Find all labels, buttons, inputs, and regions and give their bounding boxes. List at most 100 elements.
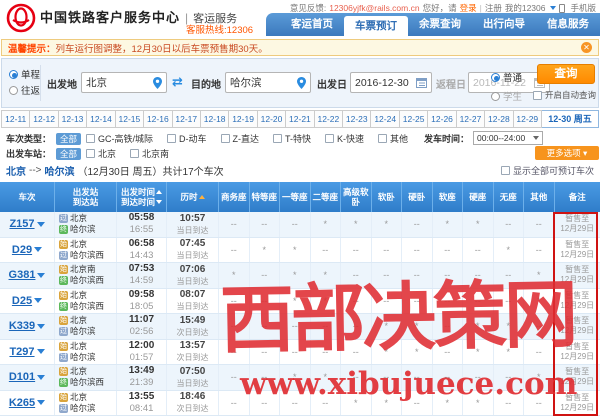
date-tab[interactable]: 12-24 xyxy=(371,110,400,128)
passenger-student-radio[interactable]: 学生 xyxy=(491,88,522,107)
separator: | xyxy=(479,3,482,13)
seat-availability: -- xyxy=(250,390,280,415)
nav-info-service[interactable]: 信息服务 xyxy=(547,18,589,30)
train-link[interactable]: Z157 xyxy=(9,218,35,231)
expand-icon[interactable] xyxy=(34,247,43,253)
depart-date-input[interactable]: 2016-12-30 xyxy=(350,72,432,93)
header-seat: 特等座 xyxy=(250,182,280,212)
more-options-button[interactable]: 更多选项 ▾ xyxy=(535,146,599,160)
time-cell: 13:55 08:41 xyxy=(117,390,167,415)
trip-oneway-radio[interactable]: 单程 xyxy=(9,68,40,84)
register-link[interactable]: 注册 xyxy=(484,3,502,13)
arrive-day: 次日到达 xyxy=(176,327,209,337)
seat-availability: * xyxy=(463,390,494,415)
date-tab[interactable]: 12-25 xyxy=(399,110,429,128)
railway-logo-icon xyxy=(6,3,36,38)
seat-availability: * xyxy=(219,263,250,288)
filter-train-type-d[interactable]: D-动车 xyxy=(167,132,207,145)
date-tab[interactable]: 12-28 xyxy=(485,110,514,128)
trip-roundtrip-radio[interactable]: 往返 xyxy=(9,84,40,100)
expand-icon[interactable] xyxy=(37,374,46,380)
header-times[interactable]: 出发时间 到达时间 xyxy=(117,182,167,212)
show-all-option[interactable]: 显示全部可预订车次 xyxy=(500,164,594,177)
filter-train-type-t[interactable]: T-特快 xyxy=(273,132,311,145)
feedback-email-link[interactable]: 12306yjfk@rails.com.cn xyxy=(329,3,420,13)
train-cell: D25 xyxy=(0,288,55,313)
date-tab[interactable]: 12-13 xyxy=(58,110,88,128)
expand-icon[interactable] xyxy=(36,349,45,355)
nav-home[interactable]: 客运首页 xyxy=(291,18,333,30)
train-link[interactable]: D25 xyxy=(11,294,33,307)
duration-cell: 08:07 当日到达 xyxy=(167,288,219,313)
sort-asc-icon[interactable] xyxy=(198,195,205,199)
expand-icon[interactable] xyxy=(36,221,45,227)
header-train[interactable]: 车次 xyxy=(0,182,55,212)
date-tab[interactable]: 12-12 xyxy=(30,110,59,128)
passenger-normal-radio[interactable]: 普通 xyxy=(491,69,522,88)
filter-train-type-k[interactable]: K-快速 xyxy=(325,132,364,145)
date-tab[interactable]: 12-11 xyxy=(1,110,31,128)
date-tab[interactable]: 12-16 xyxy=(144,110,173,128)
date-tab[interactable]: 12-15 xyxy=(115,110,145,128)
time-cell: 06:58 14:43 xyxy=(117,237,167,262)
header-stations: 出发站 到达站 xyxy=(55,182,117,212)
date-tab[interactable]: 12-23 xyxy=(343,110,372,128)
arrive-day: 当日到达 xyxy=(176,276,209,286)
header-label: 一等座 xyxy=(281,192,308,202)
close-icon[interactable]: ✕ xyxy=(581,42,592,53)
date-tab[interactable]: 12-19 xyxy=(229,110,258,128)
to-station-input[interactable]: 哈尔滨 xyxy=(225,72,311,93)
train-link[interactable]: D101 xyxy=(8,371,36,384)
date-tab[interactable]: 12-18 xyxy=(200,110,230,128)
date-tab[interactable]: 12-26 xyxy=(428,110,457,128)
date-tab[interactable]: 12-27 xyxy=(456,110,486,128)
expand-icon[interactable] xyxy=(34,298,43,304)
expand-icon[interactable] xyxy=(37,323,46,329)
from-station-input[interactable]: 北京 xyxy=(81,72,167,93)
date-tab[interactable]: 12-22 xyxy=(314,110,344,128)
nav-remaining-tickets[interactable]: 余票查询 xyxy=(419,18,461,30)
depart-time-select[interactable]: 00:00--24:00 xyxy=(473,131,543,145)
nav-ticket-booking[interactable]: 车票预订 xyxy=(344,16,408,36)
seat-availability: * xyxy=(341,212,372,237)
train-link[interactable]: G381 xyxy=(8,269,36,282)
seat-availability: * xyxy=(250,237,280,262)
filter-train-type-other[interactable]: 其他 xyxy=(378,132,408,145)
date-tab-active[interactable]: 12-30 周五 xyxy=(542,110,600,128)
date-tab[interactable]: 12-17 xyxy=(172,110,201,128)
filter-station-beijing[interactable]: 北京 xyxy=(86,147,116,160)
query-button[interactable]: 查询 xyxy=(537,64,595,84)
login-link[interactable]: 登录 xyxy=(459,3,477,13)
train-type-label: 车次类型： xyxy=(6,134,52,144)
train-link[interactable]: K339 xyxy=(8,320,36,333)
sort-desc-icon[interactable] xyxy=(156,200,162,204)
to-station: 哈尔滨 xyxy=(70,402,96,413)
train-cell: T297 xyxy=(0,339,55,364)
filter-station-beijingnan[interactable]: 北京南 xyxy=(130,147,169,160)
date-tab[interactable]: 12-21 xyxy=(286,110,315,128)
depart-time-label: 发车时间： xyxy=(423,133,469,144)
train-link[interactable]: T297 xyxy=(9,345,35,358)
swap-stations-icon[interactable]: ⇄ xyxy=(172,74,183,89)
train-link[interactable]: K265 xyxy=(8,396,36,409)
expand-icon[interactable] xyxy=(37,400,46,406)
date-tab[interactable]: 12-29 xyxy=(513,110,543,128)
station-all-chip[interactable]: 全部 xyxy=(56,147,82,160)
sort-asc-icon[interactable] xyxy=(156,190,162,194)
expand-icon[interactable] xyxy=(37,272,46,278)
auto-query-option[interactable]: 开启自动查询 xyxy=(533,89,596,101)
mobile-link[interactable]: 手机版 xyxy=(570,3,596,13)
train-type-all-chip[interactable]: 全部 xyxy=(56,132,82,145)
date-tab[interactable]: 12-20 xyxy=(257,110,287,128)
date-tab[interactable]: 12-14 xyxy=(87,110,116,128)
arrive-time: 21:39 xyxy=(129,377,154,389)
filter-train-type-gc[interactable]: GC-高铁/城际 xyxy=(86,132,153,145)
station-filter-label: 出发车站： xyxy=(6,149,52,159)
nav-travel-guide[interactable]: 出行向导 xyxy=(483,18,525,30)
header-duration[interactable]: 历时 xyxy=(167,182,219,212)
my12306-link[interactable]: 我的12306 xyxy=(504,3,546,13)
seat-availability: -- xyxy=(402,237,433,262)
train-link[interactable]: D29 xyxy=(11,243,33,256)
filter-train-type-z[interactable]: Z-直达 xyxy=(220,132,259,145)
note-line: 12月29日 xyxy=(560,224,595,234)
